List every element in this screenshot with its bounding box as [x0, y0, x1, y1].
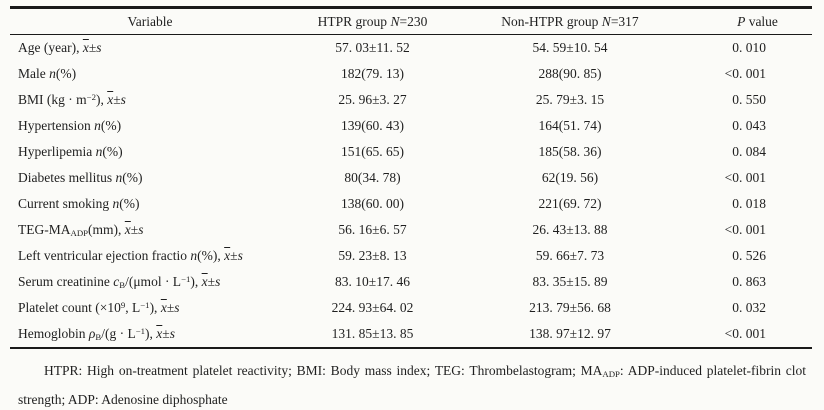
cell-htpr-group: 139(60. 43) — [341, 118, 404, 133]
cell-variable: Platelet count (×109, L−1), x±s — [18, 300, 180, 315]
cell-p-value: 0. 550 — [732, 92, 766, 107]
cell-non-htpr-group: 288(90. 85) — [538, 66, 602, 81]
cell-variable: Hyperlipemia n(%) — [18, 144, 123, 159]
cell-variable: Age (year), x±s — [18, 40, 102, 55]
table-row: Current smoking n(%) 138(60. 00) 221(69. 7… — [10, 191, 812, 217]
cell-variable: Diabetes mellitus n(%) — [18, 170, 143, 185]
cell-variable: Male n(%) — [18, 66, 77, 81]
cell-htpr-group: 131. 85±13. 85 — [331, 326, 414, 341]
table-row: Hyperlipemia n(%) 151(65. 65) 185(58. 36) 0… — [10, 139, 812, 165]
table-body: Age (year), x±s 57. 03±11. 52 54. 59±10. 5… — [10, 35, 812, 349]
table-header: Variable HTPR group N=230 Non-HTPR group… — [10, 7, 812, 35]
cell-non-htpr-group: 59. 66±7. 73 — [535, 248, 605, 263]
table-row: Diabetes mellitus n(%) 80(34. 78) 62(19. 5… — [10, 165, 812, 191]
cell-non-htpr-group: 62(19. 56) — [541, 170, 599, 185]
cell-htpr-group: 57. 03±11. 52 — [335, 40, 410, 55]
header-row: Variable HTPR group N=230 Non-HTPR group… — [10, 7, 812, 35]
cell-p-value: 0. 018 — [732, 196, 766, 211]
cell-p-value: <0. 001 — [724, 326, 766, 341]
cell-non-htpr-group: 164(51. 74) — [538, 118, 602, 133]
cell-variable: TEG-MAADP(mm), x±s — [18, 221, 144, 239]
cell-variable: BMI (kg · m−2), x±s — [18, 92, 126, 107]
cell-non-htpr-group: 25. 79±3. 15 — [535, 92, 605, 107]
cell-variable: Hemoglobin ρB/(g · L−1), x±s — [18, 325, 175, 343]
table-row: TEG-MAADP(mm), x±s 56. 16±6. 57 26. 43±13.… — [10, 217, 812, 243]
cell-non-htpr-group: 221(69. 72) — [538, 196, 602, 211]
cell-non-htpr-group: 138. 97±12. 97 — [529, 326, 611, 341]
table-row: Left ventricular ejection fractio n(%), … — [10, 243, 812, 269]
cell-non-htpr-group: 26. 43±13. 88 — [532, 222, 608, 237]
table-row: Male n(%) 182(79. 13) 288(90. 85) <0. 001 — [10, 61, 812, 87]
table-row: Age (year), x±s 57. 03±11. 52 54. 59±10. 5… — [10, 35, 812, 62]
cell-htpr-group: 80(34. 78) — [344, 170, 401, 185]
column-header-variable: Variable — [10, 7, 290, 35]
cell-p-value: 0. 526 — [732, 248, 766, 263]
table-row: Serum creatinine cB/(μmol · L−1), x±s 83.… — [10, 269, 812, 295]
column-header-non-htpr-group: Non-HTPR group N=317 — [455, 7, 685, 35]
cell-p-value: <0. 001 — [724, 170, 766, 185]
cell-variable: Hypertension n(%) — [18, 118, 122, 133]
cell-htpr-group: 182(79. 13) — [341, 66, 404, 81]
cell-p-value: <0. 001 — [724, 222, 766, 237]
cell-variable: Serum creatinine cB/(μmol · L−1), x±s — [18, 273, 221, 291]
baseline-characteristics-table: Variable HTPR group N=230 Non-HTPR group… — [10, 6, 812, 349]
table-row: Hemoglobin ρB/(g · L−1), x±s 131. 85±13. … — [10, 321, 812, 348]
column-header-p-value: P value — [685, 7, 812, 35]
column-header-htpr-group: HTPR group N=230 — [290, 7, 455, 35]
cell-htpr-group: 83. 10±17. 46 — [335, 274, 410, 289]
cell-htpr-group: 138(60. 00) — [341, 196, 404, 211]
table-row: Hypertension n(%) 139(60. 43) 164(51. 74) 0… — [10, 113, 812, 139]
table-row: BMI (kg · m−2), x±s 25. 96±3. 27 25. 79±3.… — [10, 87, 812, 113]
cell-htpr-group: 224. 93±64. 02 — [331, 300, 414, 315]
cell-non-htpr-group: 185(58. 36) — [538, 144, 602, 159]
cell-htpr-group: 151(65. 65) — [341, 144, 404, 159]
cell-htpr-group: 25. 96±3. 27 — [338, 92, 407, 107]
cell-p-value: 0. 032 — [732, 300, 766, 315]
cell-htpr-group: 59. 23±8. 13 — [338, 248, 407, 263]
cell-non-htpr-group: 54. 59±10. 54 — [532, 40, 608, 55]
cell-non-htpr-group: 213. 79±56. 68 — [529, 300, 611, 315]
cell-variable: Current smoking n(%) — [18, 196, 140, 211]
table-row: Platelet count (×109, L−1), x±s 224. 93±6… — [10, 295, 812, 321]
cell-htpr-group: 56. 16±6. 57 — [338, 222, 407, 237]
cell-p-value: 0. 863 — [732, 274, 766, 289]
cell-non-htpr-group: 83. 35±15. 89 — [532, 274, 608, 289]
cell-p-value: 0. 084 — [732, 144, 766, 159]
cell-p-value: <0. 001 — [724, 66, 766, 81]
table-footnote: HTPR: High on-treatment platelet reactiv… — [18, 363, 806, 408]
cell-p-value: 0. 043 — [732, 118, 766, 133]
cell-p-value: 0. 010 — [732, 40, 766, 55]
cell-variable: Left ventricular ejection fractio n(%), … — [18, 248, 243, 263]
